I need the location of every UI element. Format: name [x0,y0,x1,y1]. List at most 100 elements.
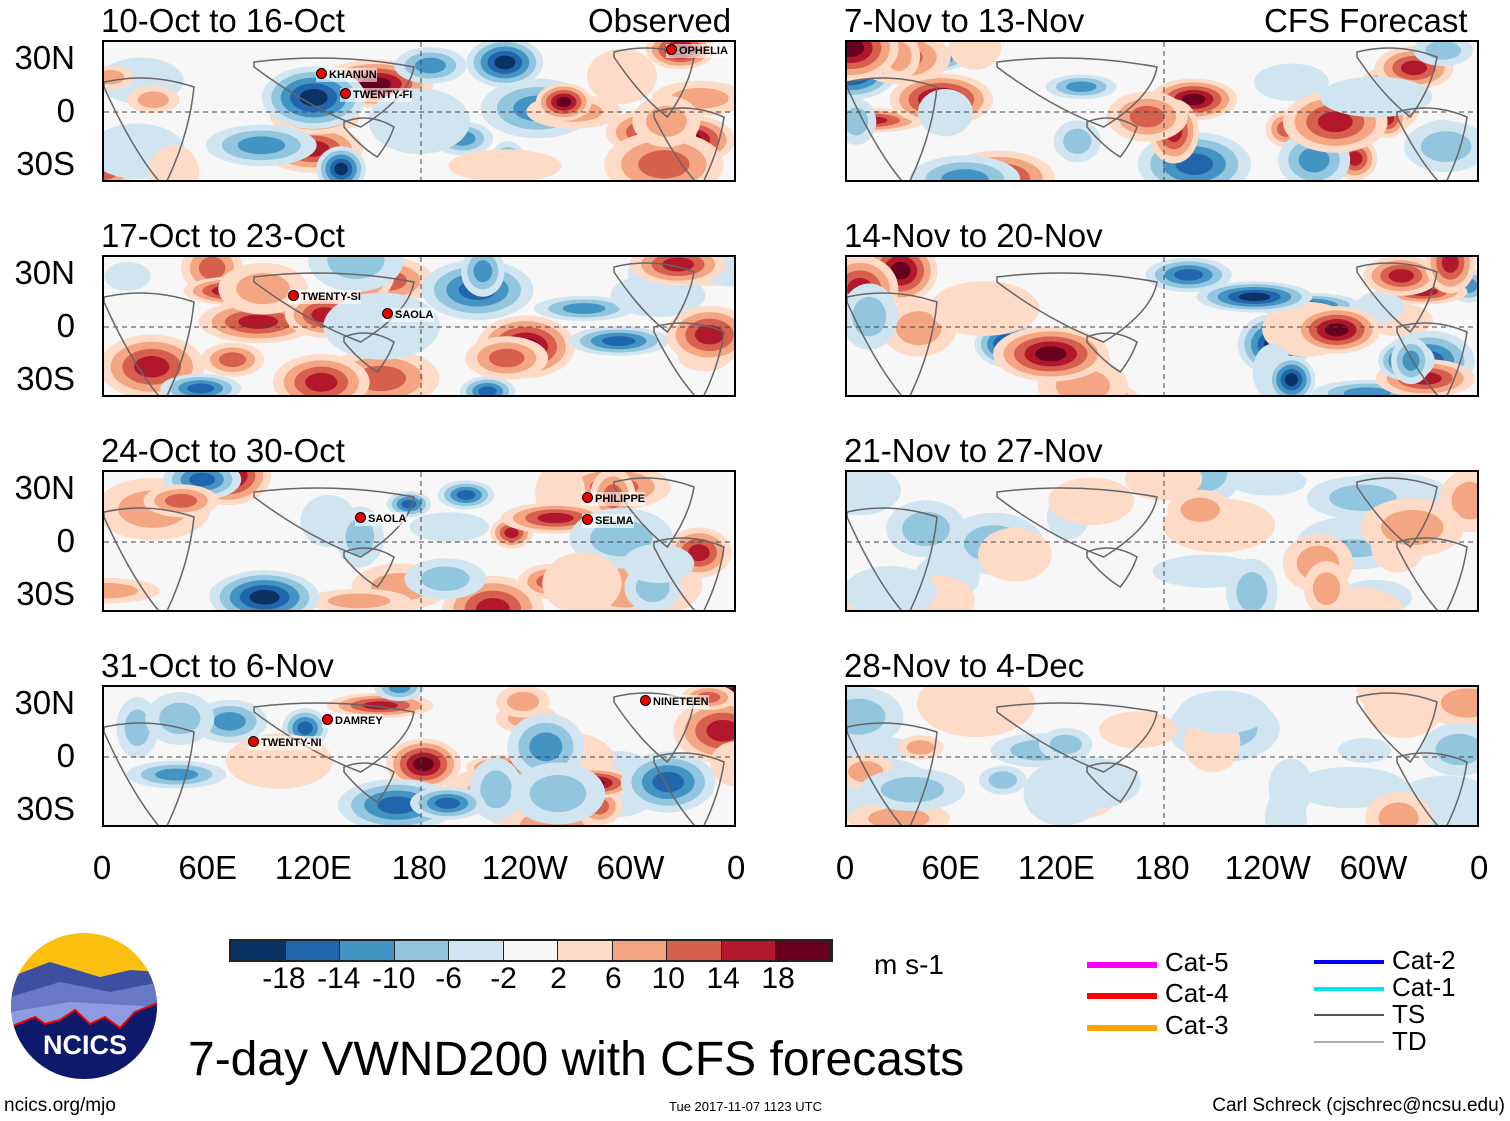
coastline [1356,47,1438,119]
colorbar-tick-label: -10 [372,962,416,995]
coastline [104,292,195,395]
lon-label: 60E [178,849,238,886]
coastline [1396,107,1468,180]
coastline [1086,762,1138,803]
contour-blob [602,336,636,346]
contour-blob [852,296,887,337]
obs-panel-0 [102,40,736,182]
contour-blob [124,709,151,746]
contour-blob [305,372,338,392]
colorbar-bin [612,941,668,960]
contour-blob [1381,509,1444,546]
contour-blob [1319,76,1433,118]
contour-blob [1317,111,1353,133]
coastline [253,487,415,558]
fcst-panel-2 [845,470,1479,612]
legend-label: Cat-4 [1165,978,1229,1008]
legend-label: Cat-1 [1392,972,1456,1002]
colorbar-tick-label: 2 [550,962,567,995]
contour-blob [1347,151,1363,166]
legend-label: Cat-5 [1165,947,1229,977]
contour-blob [586,48,657,104]
contour-blob [1420,131,1472,162]
contour-blob [494,55,516,70]
contour-blob [896,311,942,346]
contour-blob [1174,269,1204,281]
storm-label: KHANUN [316,68,377,82]
obs-panel-title: 31-Oct to 6-Nov [101,647,334,684]
contour-blob [1329,484,1397,512]
lat-label: 30N [14,469,75,506]
contour-blob [1338,737,1391,763]
fcst-panel-0 [845,40,1479,182]
contour-blob [590,520,653,557]
contour-blob [187,383,215,394]
contour-blob [645,105,687,137]
coastline [1086,332,1138,373]
colorbar-tick-label: -14 [317,962,361,995]
contour-blob [1284,373,1298,387]
coastline [847,722,938,825]
contour-blob [435,797,460,809]
lat-label: 0 [56,92,75,129]
contour-blob [401,499,417,509]
storm-label: DAMREY [322,714,383,728]
lon-label: 180 [391,849,447,886]
contour-blob [868,807,930,825]
forecast-label: CFS Forecast [1264,2,1468,39]
contour-blob [542,552,622,610]
colorbar-bin [231,941,286,960]
coastline [1086,547,1138,588]
contour-blob [694,325,725,345]
legend-line [1314,960,1384,964]
legend-line [1087,962,1157,968]
contour-blob [504,527,519,538]
contour-blob [1388,269,1414,283]
contour-blob [1451,481,1477,520]
contour-blob [1298,147,1330,173]
contour-blob [148,145,200,180]
contour-blob [929,281,1040,336]
legend-label: Cat-2 [1392,945,1456,975]
obs-panel-title: 17-Oct to 23-Oct [101,217,345,254]
coastline [1396,322,1468,395]
contour-blob [159,702,201,735]
coastline [653,752,725,825]
contour-blob [238,314,279,329]
coastline [613,477,695,549]
contour-blob [1253,63,1329,102]
legend-label: TD [1392,1026,1427,1056]
footer-url[interactable]: ncics.org/mjo [4,1095,116,1116]
contour-blob [155,768,199,781]
coastline [343,547,395,588]
contour-blob [652,771,684,793]
contour-blob [1343,387,1391,395]
contour-blob [334,162,348,176]
legend-line [1314,1014,1384,1016]
contour-blob [890,261,911,280]
contour-blob [977,527,1052,582]
contour-blob [662,257,694,272]
contour-blob [104,261,151,291]
colorbar-tick-label: 18 [761,962,795,995]
contour-blob [562,303,606,314]
contour-blob [368,88,471,154]
contour-blob [847,107,869,136]
contour-blob [847,566,937,610]
contour-blob [988,771,1018,789]
obs-panel-title: 10-Oct to 16-Oct [101,2,345,39]
coastline [847,507,938,610]
contour-blob [880,776,945,803]
lat-label: 0 [56,307,75,344]
lat-label: 30S [16,360,75,397]
obs-panel-3 [102,685,736,827]
footer-timestamp: Tue 2017-11-07 1123 UTC [669,1099,822,1114]
lon-label: 0 [727,849,746,886]
lon-label: 120E [1017,849,1095,886]
contour-blob [847,42,864,57]
contour-blob [299,89,328,107]
contour-blob [414,57,446,74]
contour-blob [622,543,695,584]
colorbar-tick-label: -18 [262,962,306,995]
coastline [343,762,395,803]
